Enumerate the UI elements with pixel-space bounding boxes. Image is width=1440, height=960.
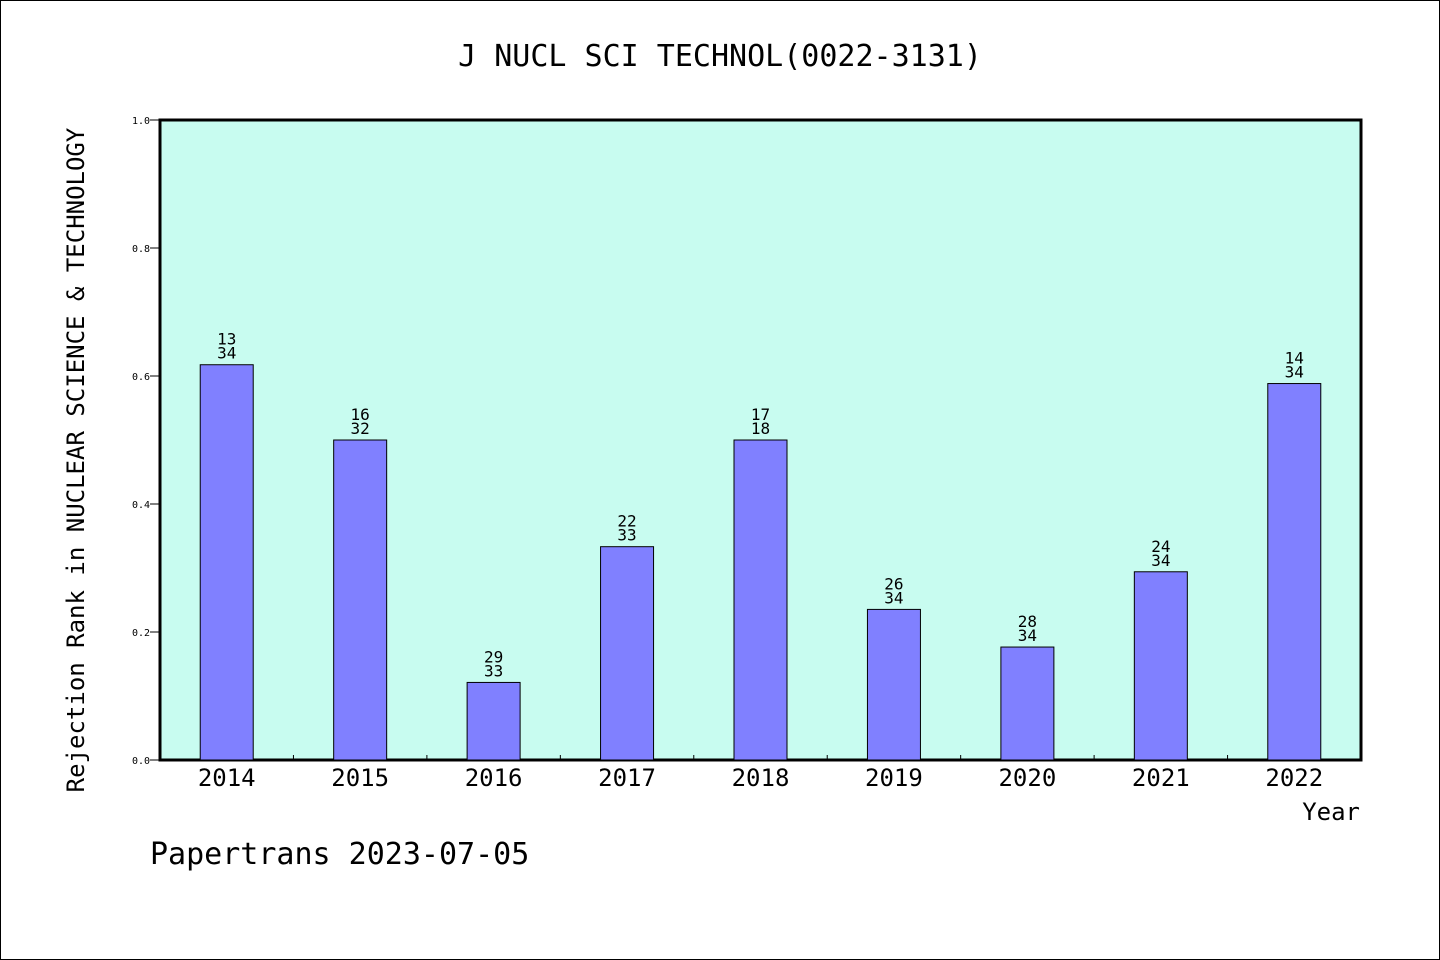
bar-total-label: 34 (1018, 626, 1037, 645)
bar-total-label: 34 (1285, 363, 1304, 382)
x-tick-label: 2022 (1265, 764, 1323, 792)
y-axis: 0.0 0.2 0.4 0.6 0.8 1.0 (132, 116, 160, 767)
x-tick-label: 2018 (732, 764, 790, 792)
x-tick-label: 2020 (998, 764, 1056, 792)
y-tick-label: 0.6 (132, 372, 150, 383)
x-tick-label: 2014 (198, 764, 256, 792)
bar-total-label: 18 (751, 419, 770, 438)
bar-total-label: 34 (217, 344, 236, 363)
y-tick-label: 0.4 (132, 500, 150, 511)
bar-rank-label: 16 (351, 405, 370, 424)
chart-title: J NUCL SCI TECHNOL(0022-3131) (458, 39, 982, 74)
bar-rank-label: 22 (617, 512, 636, 531)
x-tick-label: 2017 (598, 764, 656, 792)
x-axis: 2014 2015 2016 2017 2018 2019 2020 2021 2022 (198, 755, 1323, 792)
bar-total-label: 34 (1151, 551, 1170, 570)
y-axis-label: Rejection Rank in NUCLEAR SCIENCE & TECH… (62, 127, 90, 792)
bar (600, 546, 655, 761)
y-tick-label: 1.0 (132, 116, 150, 127)
footer-text: Papertrans 2023-07-05 (150, 837, 529, 872)
bar-rank-label: 26 (884, 574, 903, 593)
bar (866, 608, 921, 761)
bar-rank-label: 29 (484, 647, 503, 666)
bar-rank-label: 13 (217, 330, 236, 349)
y-tick-label: 0.0 (132, 756, 150, 767)
bar (733, 439, 788, 761)
bar-rank-label: 24 (1151, 537, 1170, 556)
y-tick-label: 0.2 (132, 628, 150, 639)
bar-rank-label: 17 (751, 405, 770, 424)
y-tick-label: 0.8 (132, 244, 150, 255)
bar-total-label: 34 (884, 588, 903, 607)
bar (1267, 383, 1322, 761)
bar (1133, 571, 1188, 761)
bar-total-label: 32 (351, 419, 370, 438)
bar-total-label: 33 (484, 661, 503, 680)
bar (333, 439, 388, 761)
bar-total-label: 33 (617, 526, 636, 545)
x-tick-label: 2015 (331, 764, 389, 792)
x-tick-label: 2021 (1132, 764, 1190, 792)
bar (466, 681, 521, 761)
bar (1000, 646, 1055, 761)
x-tick-label: 2019 (865, 764, 923, 792)
bar (199, 364, 254, 761)
bars (199, 364, 1322, 761)
bar-rank-label: 14 (1285, 349, 1304, 368)
x-axis-label: Year (1302, 798, 1360, 826)
x-tick-label: 2016 (465, 764, 523, 792)
bar-rank-label: 28 (1018, 612, 1037, 631)
